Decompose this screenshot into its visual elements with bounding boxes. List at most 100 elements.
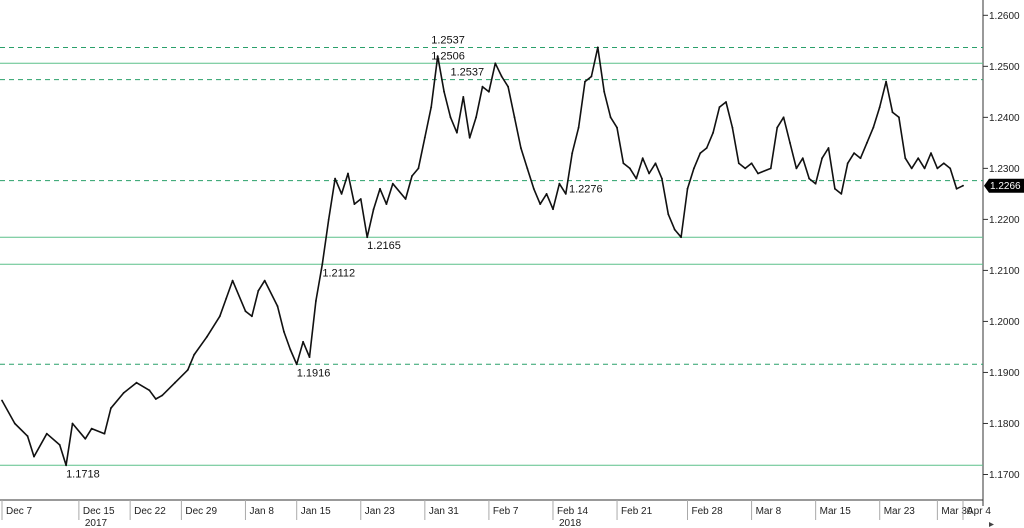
data-point-25 (251, 315, 253, 318)
x-tick-label-0: Dec 7 (6, 506, 33, 517)
data-point-85 (648, 172, 650, 175)
data-point-101 (750, 162, 753, 165)
year-label-0: 2017 (85, 518, 108, 528)
data-point-112 (827, 147, 830, 149)
data-point-123 (898, 116, 900, 119)
data-point-29 (283, 330, 285, 333)
data-point-122 (891, 111, 894, 114)
data-point-83 (635, 177, 638, 180)
last-value-tag: 1.2266 (984, 178, 1024, 193)
data-point-99 (737, 162, 740, 165)
y-tick-label-5: 1.2200 (989, 215, 1020, 226)
data-point-97 (725, 101, 727, 103)
annotation-label-0: 1.2537 (431, 34, 465, 46)
data-point-78 (603, 90, 606, 93)
data-point-47 (404, 198, 407, 200)
x-tick-label-8: Feb 7 (493, 506, 519, 517)
data-point-93 (699, 152, 702, 155)
x-tick-label-1: Dec 15 (83, 506, 115, 517)
data-point-43 (372, 208, 375, 211)
data-point-107 (795, 167, 798, 170)
scroll-arrow-icon (989, 522, 994, 527)
annotation-label-5: 1.2112 (322, 267, 355, 279)
data-point-2 (26, 435, 29, 438)
data-point-129 (936, 167, 939, 170)
data-point-30 (289, 348, 292, 351)
data-point-116 (853, 152, 855, 155)
data-point-82 (629, 167, 631, 170)
data-point-96 (718, 106, 721, 108)
y-tick-label-3: 1.2000 (989, 317, 1020, 328)
data-point-68 (539, 203, 542, 206)
y-tick-label-7: 1.2400 (989, 113, 1020, 124)
data-point-84 (641, 157, 644, 160)
y-tick-label-8: 1.2500 (989, 62, 1020, 73)
y-tick-label-9: 1.2600 (989, 11, 1020, 22)
data-point-19 (193, 353, 196, 356)
data-point-40 (353, 203, 356, 206)
data-point-130 (942, 162, 945, 165)
data-point-86 (654, 162, 657, 165)
data-point-9 (90, 427, 93, 430)
data-point-120 (878, 106, 881, 108)
data-point-22 (225, 297, 228, 300)
data-point-104 (776, 126, 779, 129)
data-point-92 (693, 167, 695, 170)
data-point-108 (801, 157, 804, 160)
annotation-label-3: 1.2276 (569, 184, 603, 196)
x-tick-label-4: Jan 8 (249, 506, 274, 517)
data-point-59 (481, 85, 484, 88)
data-point-67 (532, 187, 535, 190)
data-point-0 (1, 399, 3, 402)
data-point-77 (596, 46, 599, 49)
data-point-76 (590, 75, 593, 78)
data-point-46 (391, 182, 394, 185)
data-point-53 (443, 90, 445, 93)
data-point-16 (161, 394, 164, 397)
data-point-12 (122, 392, 125, 394)
data-point-98 (731, 126, 734, 129)
data-point-32 (302, 340, 304, 343)
x-tick-label-7: Jan 31 (429, 506, 459, 517)
data-point-23 (231, 279, 234, 282)
year-label-1: 2018 (559, 518, 582, 528)
data-point-89 (673, 228, 676, 231)
data-point-36 (327, 218, 330, 221)
data-point-6 (65, 464, 67, 467)
data-point-79 (609, 116, 612, 119)
data-point-48 (411, 175, 413, 177)
data-point-3 (33, 455, 35, 458)
data-point-45 (385, 203, 388, 206)
data-point-126 (917, 157, 920, 160)
data-point-91 (686, 187, 689, 190)
annotation-label-6: 1.1916 (297, 367, 331, 379)
data-point-128 (930, 152, 932, 155)
x-tick-label-14: Mar 23 (884, 506, 916, 517)
data-point-54 (449, 116, 452, 119)
data-point-4 (45, 432, 48, 435)
data-point-63 (507, 85, 509, 88)
data-point-62 (500, 75, 503, 78)
data-point-81 (622, 162, 625, 165)
data-point-90 (680, 236, 682, 239)
data-point-44 (379, 187, 381, 190)
data-point-39 (347, 172, 349, 175)
data-point-58 (475, 116, 477, 119)
data-point-71 (558, 182, 561, 185)
data-point-80 (616, 126, 618, 129)
data-point-114 (840, 193, 843, 195)
annotation-label-2: 1.2537 (450, 67, 484, 79)
x-tick-label-10: Feb 21 (621, 506, 653, 517)
data-point-117 (859, 157, 862, 160)
data-point-102 (757, 172, 759, 175)
data-point-38 (340, 193, 343, 195)
data-point-66 (526, 167, 529, 170)
data-point-115 (846, 162, 849, 165)
data-point-132 (955, 187, 958, 190)
data-point-127 (923, 167, 926, 170)
x-tick-label-15: Mar 30 (941, 506, 973, 517)
level-annotations: 1.2537 1.2506 1.2537 1.2276 1.2165 1.2112 1.19… (66, 34, 603, 480)
series-line-0 (1, 46, 964, 467)
y-axis: 1.1700 1.1800 1.1900 1.2000 1.2100 1.2200 1.23… (983, 11, 1024, 481)
horizontal-levels (0, 46, 983, 466)
